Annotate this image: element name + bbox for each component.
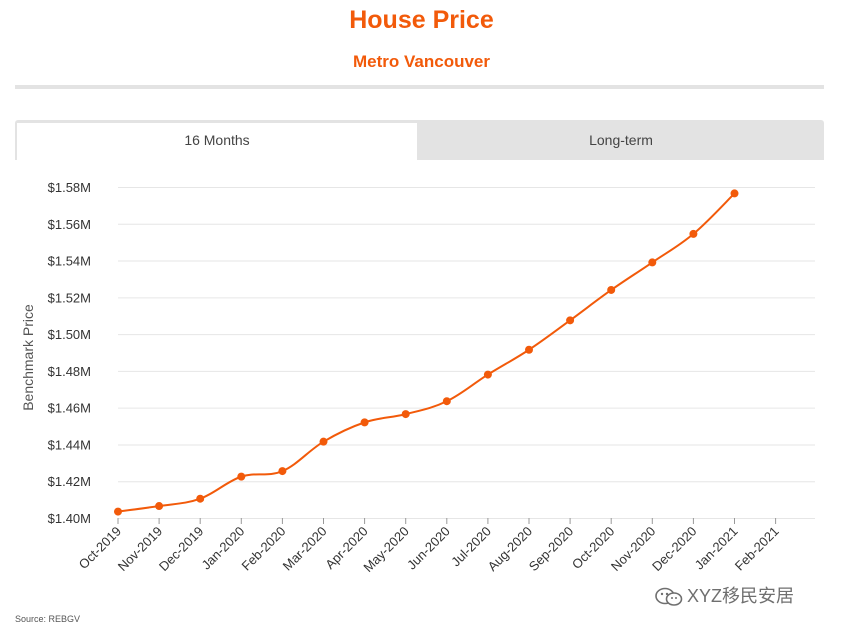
data-point (278, 467, 287, 476)
x-tick-label: Sep-2020 (526, 524, 576, 574)
data-point (566, 316, 575, 325)
data-point (648, 258, 657, 267)
x-tick-label: Feb-2020 (239, 524, 289, 574)
source-note: Source: REBGV (15, 614, 81, 624)
y-tick-label: $1.40M (48, 511, 91, 526)
header-divider (15, 85, 824, 89)
y-tick-label: $1.56M (48, 217, 91, 232)
tab-16-months[interactable]: 16 Months (17, 123, 417, 160)
data-point (730, 189, 739, 198)
tab-bar: 16 Months Long-term (15, 120, 824, 160)
chart-title: House Price (349, 6, 494, 34)
data-point (360, 418, 369, 427)
y-tick-label: $1.52M (48, 290, 91, 305)
data-point (442, 397, 451, 406)
x-tick-label: Jun-2020 (404, 524, 453, 573)
data-point (483, 370, 492, 379)
data-point (196, 494, 205, 503)
x-tick-label: Dec-2019 (156, 524, 206, 574)
x-tick-label: Mar-2020 (280, 524, 330, 574)
y-tick-label: $1.54M (48, 254, 91, 269)
data-point (689, 229, 698, 238)
y-tick-label: $1.50M (48, 327, 91, 342)
x-tick-label: Dec-2020 (649, 524, 699, 574)
data-point (319, 437, 328, 446)
data-point (525, 345, 533, 354)
x-tick-label: Feb-2021 (732, 524, 782, 574)
chart-subtitle: Metro Vancouver (353, 52, 490, 71)
y-tick-label: $1.48M (48, 364, 91, 379)
data-point (237, 472, 246, 481)
data-point (114, 507, 122, 516)
y-axis-label: Benchmark Price (20, 304, 36, 411)
y-tick-label: $1.58M (48, 180, 91, 195)
data-point (401, 410, 410, 419)
chat-logo-icon (655, 587, 683, 607)
y-tick-label: $1.46M (48, 401, 91, 416)
tab-long-term[interactable]: Long-term (589, 132, 653, 148)
x-tick-label: May-2020 (360, 524, 411, 575)
watermark-text: XYZ移民安居 (687, 586, 795, 606)
data-point (155, 502, 164, 511)
data-point (607, 285, 616, 294)
series-line (117, 192, 736, 513)
y-tick-label: $1.44M (48, 437, 91, 452)
watermark: XYZ移民安居 (655, 583, 794, 609)
y-tick-label: $1.42M (48, 474, 91, 489)
